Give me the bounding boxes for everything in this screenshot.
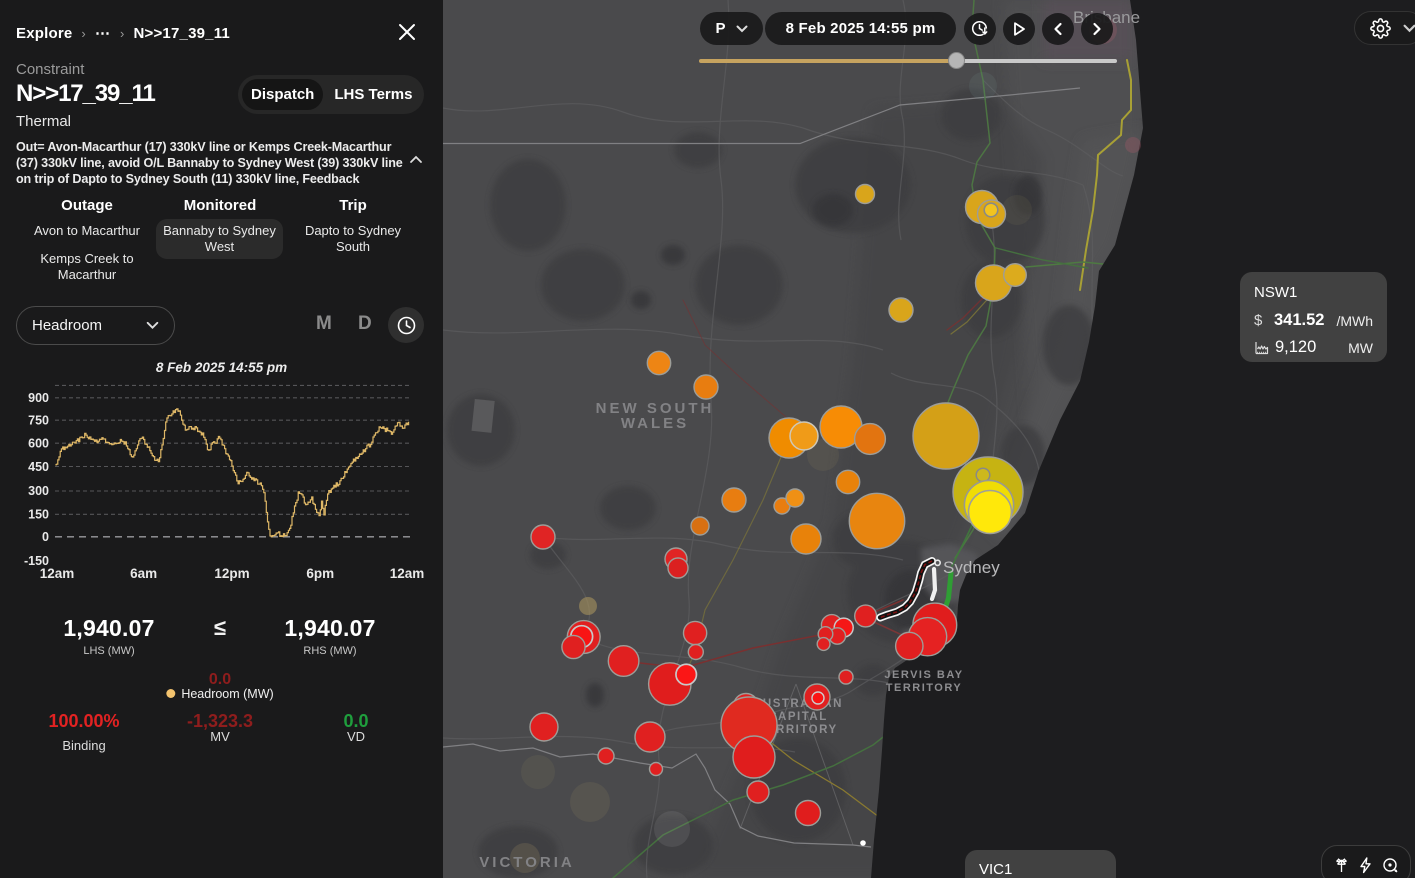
svg-text:900: 900 <box>28 391 49 405</box>
svg-text:300: 300 <box>28 484 49 498</box>
svg-text:JERVIS BAY: JERVIS BAY <box>884 669 963 681</box>
svg-text:150: 150 <box>28 508 49 522</box>
svg-text:0: 0 <box>42 530 49 544</box>
svg-text:6am: 6am <box>130 566 157 581</box>
svg-text:12am: 12am <box>40 566 75 581</box>
svg-text:450: 450 <box>28 460 49 474</box>
svg-text:6pm: 6pm <box>306 566 334 581</box>
svg-text:NEW SOUTH: NEW SOUTH <box>596 400 715 417</box>
svg-text:-150: -150 <box>24 554 49 568</box>
svg-text:TERRITORY: TERRITORY <box>758 724 837 736</box>
svg-text:12pm: 12pm <box>214 566 249 581</box>
svg-text:750: 750 <box>28 414 49 428</box>
svg-text:VICTORIA: VICTORIA <box>479 854 574 871</box>
svg-text:Sydney: Sydney <box>943 558 1000 577</box>
svg-text:600: 600 <box>28 437 49 451</box>
svg-text:WALES: WALES <box>621 415 689 432</box>
svg-text:CAPITAL: CAPITAL <box>768 711 827 723</box>
svg-text:12am: 12am <box>390 566 425 581</box>
svg-text:TERRITORY: TERRITORY <box>886 682 962 694</box>
